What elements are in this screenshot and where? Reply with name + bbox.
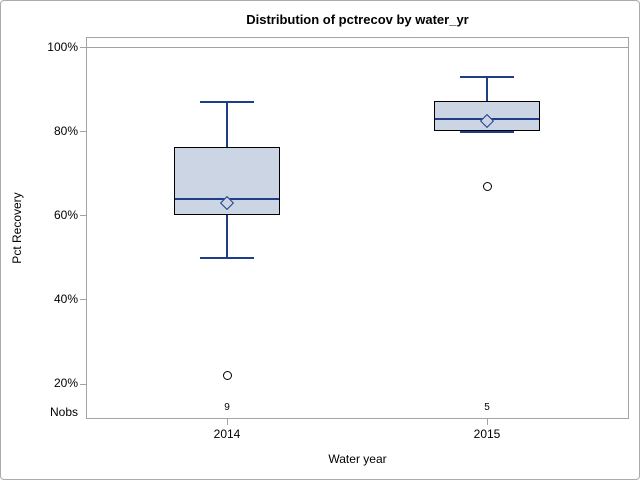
upper-whisker-stem: [486, 76, 488, 103]
y-tick-mark: [80, 47, 86, 49]
x-axis-title: Water year: [328, 452, 387, 466]
y-tick-mark: [80, 383, 86, 385]
plot-area: [86, 37, 629, 419]
outlier-point: [482, 181, 492, 191]
x-tick-label: 2015: [473, 427, 501, 441]
x-tick-mark: [226, 419, 228, 425]
lower-whisker-cap: [460, 131, 514, 134]
x-tick-label: 2014: [213, 427, 241, 441]
upper-whisker-cap: [200, 101, 254, 104]
y-tick-label: 40%: [53, 291, 78, 306]
upper-whisker-stem: [226, 102, 228, 149]
lower-whisker-cap: [200, 256, 254, 259]
chart-title: Distribution of pctrecov by water_yr: [246, 12, 469, 27]
x-tick-mark: [486, 419, 488, 425]
upper-whisker-cap: [460, 75, 514, 78]
y-tick-label: 100%: [47, 39, 78, 54]
y-tick-mark: [80, 215, 86, 217]
y-tick-mark: [80, 131, 86, 133]
y-tick-label: 60%: [53, 207, 78, 222]
nobs-value: 9: [224, 402, 230, 413]
y-tick-label: 80%: [53, 123, 78, 138]
y-axis-title: Pct Recovery: [10, 192, 24, 264]
y-tick-label: 20%: [53, 376, 78, 391]
outlier-point: [222, 371, 232, 381]
nobs-value: 5: [484, 402, 490, 413]
y-tick-mark: [80, 299, 86, 301]
reference-line-100: [87, 47, 628, 49]
lower-whisker-stem: [226, 213, 228, 258]
nobs-row-label: Nobs: [49, 405, 78, 419]
